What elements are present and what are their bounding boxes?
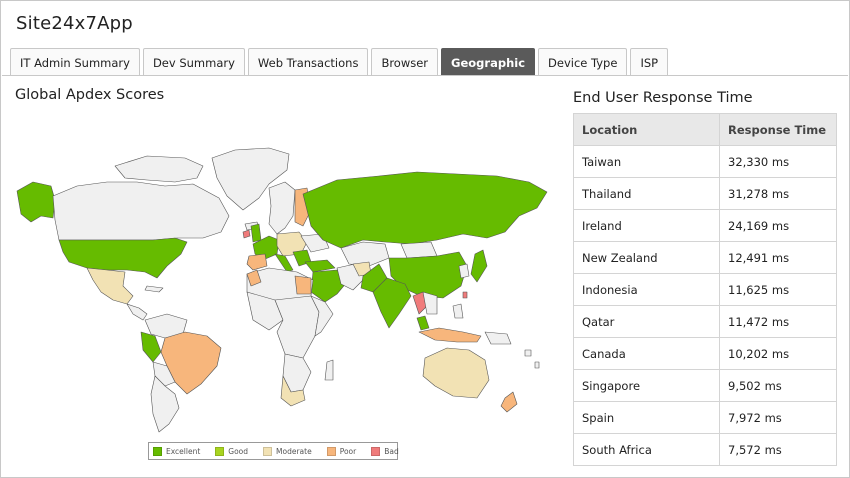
response-time-cell: 11,472 ms [719,305,837,338]
app-title: Site24x7App [16,13,133,34]
tab-web-transactions[interactable]: Web Transactions [247,48,369,76]
map-region-greenland [211,147,290,211]
map-region-central-america [126,303,148,321]
map-legend: Excellent Good Moderate Poor Bad [148,442,399,460]
tab-divider [2,75,848,76]
map-region-turkey [304,259,336,273]
map-region-australia [422,347,490,399]
map-region-alaska [16,181,56,223]
table-row: South Africa 7,572 ms [573,433,837,466]
tab-it-admin-summary[interactable]: IT Admin Summary [10,48,140,76]
table-row: Ireland 24,169 ms [573,209,837,242]
map-region-indonesia [418,327,482,343]
map-region-south-africa [280,375,306,407]
location-cell: Spain [573,401,720,434]
response-time-cell: 10,202 ms [719,337,837,370]
map-region-spain [246,253,268,271]
tab-isp[interactable]: ISP [630,48,669,76]
location-cell: Taiwan [573,145,720,178]
location-cell: Ireland [573,209,720,242]
map-region-taiwan [462,291,468,299]
column-header-location[interactable]: Location [573,113,720,146]
map-region-argentina [150,375,180,433]
map-region-korea [458,263,470,279]
response-time-cell: 7,572 ms [719,433,837,466]
response-time-cell: 32,330 ms [719,145,837,178]
map-region-india [372,277,412,329]
map-region-peru [140,331,162,363]
map-region-mexico [86,267,134,305]
map-region-canada [52,181,230,241]
location-cell: Singapore [573,369,720,402]
legend-swatch-poor [326,446,336,456]
table-row: Singapore 9,502 ms [573,369,837,402]
map-region-japan [470,249,488,283]
response-time-cell: 7,972 ms [719,401,837,434]
map-region-bolivia [152,361,176,387]
legend-swatch-bad [371,446,381,456]
tab-dev-summary[interactable]: Dev Summary [142,48,245,76]
response-title: End User Response Time [573,90,753,106]
map-region-madagascar [324,359,334,381]
map-region-pacific-islands [524,349,540,369]
map-region-morocco [246,269,262,287]
map-region-ireland [242,229,251,239]
map-region-russia [302,171,548,249]
legend-item-moderate: Moderate [263,446,312,456]
map-region-malaysia [416,315,430,331]
location-cell: Qatar [573,305,720,338]
legend-item-bad: Bad [371,446,399,456]
world-map[interactable] [7,136,555,436]
map-region-central-africa [274,295,320,359]
map-region-philippines [452,303,464,319]
response-time-cell: 11,625 ms [719,273,837,306]
table-row: New Zealand 12,491 ms [573,241,837,274]
tab-bar: IT Admin Summary Dev Summary Web Transac… [10,47,849,76]
map-region-west-africa [246,291,284,331]
location-cell: New Zealand [573,241,720,274]
map-region-caribbean [144,285,164,293]
map-region-egypt [294,275,312,295]
location-cell: Thailand [573,177,720,210]
tab-device-type[interactable]: Device Type [538,48,628,76]
map-region-uk [250,223,262,243]
map-region-mongolia [400,241,438,259]
response-time-cell: 31,278 ms [719,177,837,210]
table-header-row: Location Response Time [573,113,837,146]
legend-item-good: Good [215,446,248,456]
location-cell: Indonesia [573,273,720,306]
response-time-table: Location Response Time Taiwan 32,330 ms T… [573,113,837,466]
map-region-usa [58,237,188,279]
table-row: Taiwan 32,330 ms [573,145,837,178]
map-region-new-guinea [484,331,512,345]
response-time-cell: 12,491 ms [719,241,837,274]
map-region-west-europe [252,235,280,261]
location-cell: Canada [573,337,720,370]
legend-swatch-moderate [263,446,273,456]
map-region-brazil [160,331,222,395]
map-region-new-zealand [500,391,518,413]
response-time-cell: 9,502 ms [719,369,837,402]
legend-swatch-good [215,446,225,456]
table-row: Qatar 11,472 ms [573,305,837,338]
tab-browser[interactable]: Browser [371,48,439,76]
legend-item-poor: Poor [326,446,356,456]
response-time-cell: 24,169 ms [719,209,837,242]
map-title: Global Apdex Scores [15,87,165,103]
legend-swatch-excellent [153,446,162,456]
column-header-response-time[interactable]: Response Time [719,113,837,146]
table-row: Thailand 31,278 ms [573,177,837,210]
location-cell: South Africa [573,433,720,466]
table-row: Spain 7,972 ms [573,401,837,434]
map-region-canada-islands [114,155,204,183]
tab-geographic[interactable]: Geographic [441,48,536,76]
legend-item-excellent: Excellent [153,446,200,456]
map-region-east-africa [310,295,334,337]
map-region-norway-sweden [268,181,296,235]
map-region-indochina [422,291,438,315]
table-row: Indonesia 11,625 ms [573,273,837,306]
table-row: Canada 10,202 ms [573,337,837,370]
